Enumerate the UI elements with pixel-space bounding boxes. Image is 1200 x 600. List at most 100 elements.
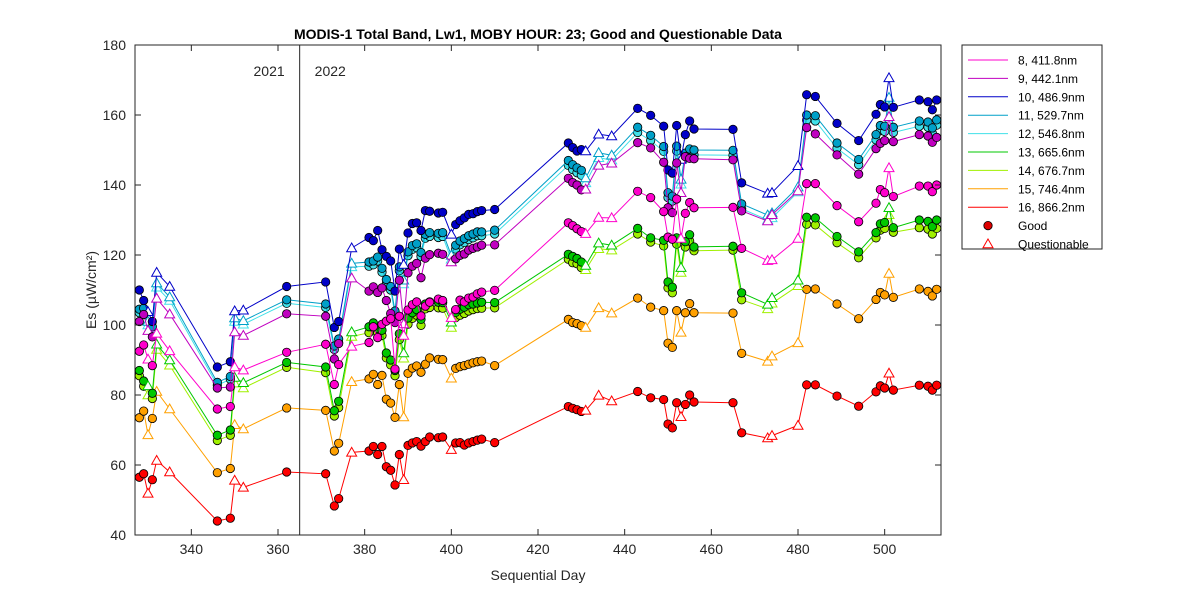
good-point xyxy=(377,370,387,380)
y-tick-label: 180 xyxy=(103,37,127,53)
good-point xyxy=(728,155,738,165)
plot-area: 2021 2022 340 360 380 400 420 440 460 480 500 40 6… xyxy=(103,37,942,557)
good-point xyxy=(394,311,404,321)
legend-good-label: Good xyxy=(1018,219,1047,233)
series-10-486-9nm xyxy=(134,71,942,372)
good-point xyxy=(373,225,383,236)
questionable-point xyxy=(592,237,605,248)
good-point xyxy=(321,469,331,479)
x-tick-label: 380 xyxy=(353,541,377,557)
good-point xyxy=(659,394,669,405)
good-point xyxy=(672,120,682,131)
good-point xyxy=(139,340,149,350)
good-point xyxy=(685,116,695,126)
questionable-point xyxy=(766,186,778,197)
questionable-point xyxy=(142,353,154,364)
good-point xyxy=(888,385,898,395)
good-point xyxy=(425,206,435,216)
good-point xyxy=(832,299,842,309)
good-point xyxy=(477,205,487,216)
good-point xyxy=(659,306,669,316)
good-point xyxy=(659,121,669,131)
good-point xyxy=(425,353,435,363)
year-label-left: 2021 xyxy=(254,63,285,79)
good-point xyxy=(425,250,435,260)
good-point xyxy=(416,311,426,321)
good-point xyxy=(728,202,738,212)
good-point xyxy=(871,130,881,140)
good-point xyxy=(810,129,820,139)
good-point xyxy=(854,135,864,146)
good-point xyxy=(403,268,413,278)
good-point xyxy=(420,359,430,369)
questionable-point xyxy=(237,329,250,340)
questionable-point xyxy=(605,129,618,141)
good-point xyxy=(477,356,487,366)
good-point xyxy=(377,441,387,452)
questionable-point xyxy=(150,327,163,338)
questionable-point xyxy=(142,487,154,498)
good-point xyxy=(667,342,677,352)
good-point xyxy=(689,203,699,213)
good-point xyxy=(633,122,643,132)
questionable-point xyxy=(792,279,804,291)
questionable-point xyxy=(445,372,458,383)
questionable-point xyxy=(237,364,250,375)
y-tick-label: 160 xyxy=(103,107,127,123)
questionable-point xyxy=(761,355,774,366)
good-point xyxy=(412,297,422,307)
questionable-point xyxy=(792,274,804,285)
axes-layer: 340 360 380 400 420 440 460 480 500 40 60 80 100 120 1… xyxy=(103,37,941,557)
y-tick-label: 80 xyxy=(110,387,126,403)
good-point xyxy=(425,228,435,238)
good-point xyxy=(329,406,339,416)
good-point xyxy=(680,308,690,318)
questionable-point xyxy=(675,326,687,337)
good-point xyxy=(425,432,435,442)
good-point xyxy=(386,314,396,324)
questionable-point xyxy=(228,311,241,323)
good-point xyxy=(932,284,942,294)
good-point xyxy=(321,277,331,287)
questionable-point xyxy=(883,71,895,83)
legend-label: 13, 665.6nm xyxy=(1018,146,1085,160)
y-tick-label: 140 xyxy=(103,177,127,193)
good-point xyxy=(810,284,820,294)
good-point xyxy=(282,403,292,413)
questionable-point xyxy=(579,183,592,194)
good-point xyxy=(134,346,144,356)
y-tick-label: 120 xyxy=(103,247,127,263)
good-point xyxy=(659,207,669,217)
questionable-point xyxy=(792,336,804,348)
questionable-point xyxy=(445,228,458,239)
series-15-746-4nm xyxy=(134,267,942,478)
good-point xyxy=(802,284,812,294)
good-point xyxy=(477,240,487,250)
good-point xyxy=(689,145,699,155)
good-point xyxy=(329,446,339,456)
questionable-point xyxy=(163,280,176,291)
legend-label: 14, 676.7nm xyxy=(1018,164,1085,178)
good-point xyxy=(394,244,404,254)
good-point xyxy=(854,217,864,227)
good-point xyxy=(888,292,898,302)
good-point xyxy=(802,212,812,222)
questionable-point xyxy=(592,211,605,222)
good-point xyxy=(667,423,677,433)
good-point xyxy=(923,131,933,141)
questionable-point xyxy=(237,381,250,393)
good-point xyxy=(329,379,339,390)
x-tick-label: 340 xyxy=(180,541,204,557)
good-point xyxy=(212,383,222,393)
good-point xyxy=(646,130,656,140)
good-point xyxy=(667,282,677,292)
good-point xyxy=(689,124,699,134)
good-point xyxy=(225,463,235,474)
x-tick-label: 420 xyxy=(526,541,550,557)
good-point xyxy=(403,228,413,238)
questionable-point xyxy=(761,298,774,309)
good-point xyxy=(212,516,222,526)
good-point xyxy=(576,165,586,175)
x-tick-label: 460 xyxy=(700,541,724,557)
